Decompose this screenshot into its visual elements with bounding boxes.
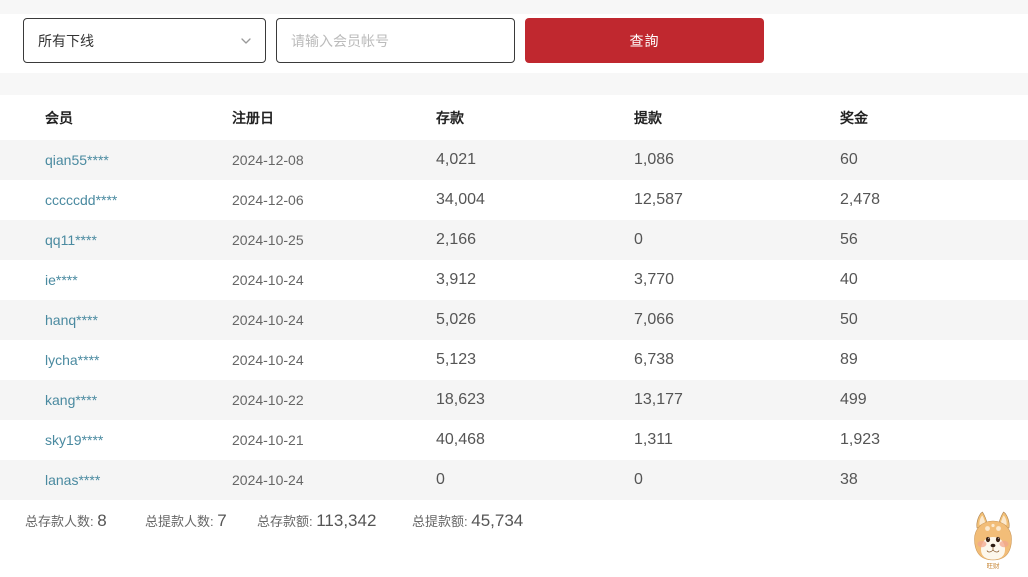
svg-text:旺财: 旺财: [987, 561, 1001, 570]
